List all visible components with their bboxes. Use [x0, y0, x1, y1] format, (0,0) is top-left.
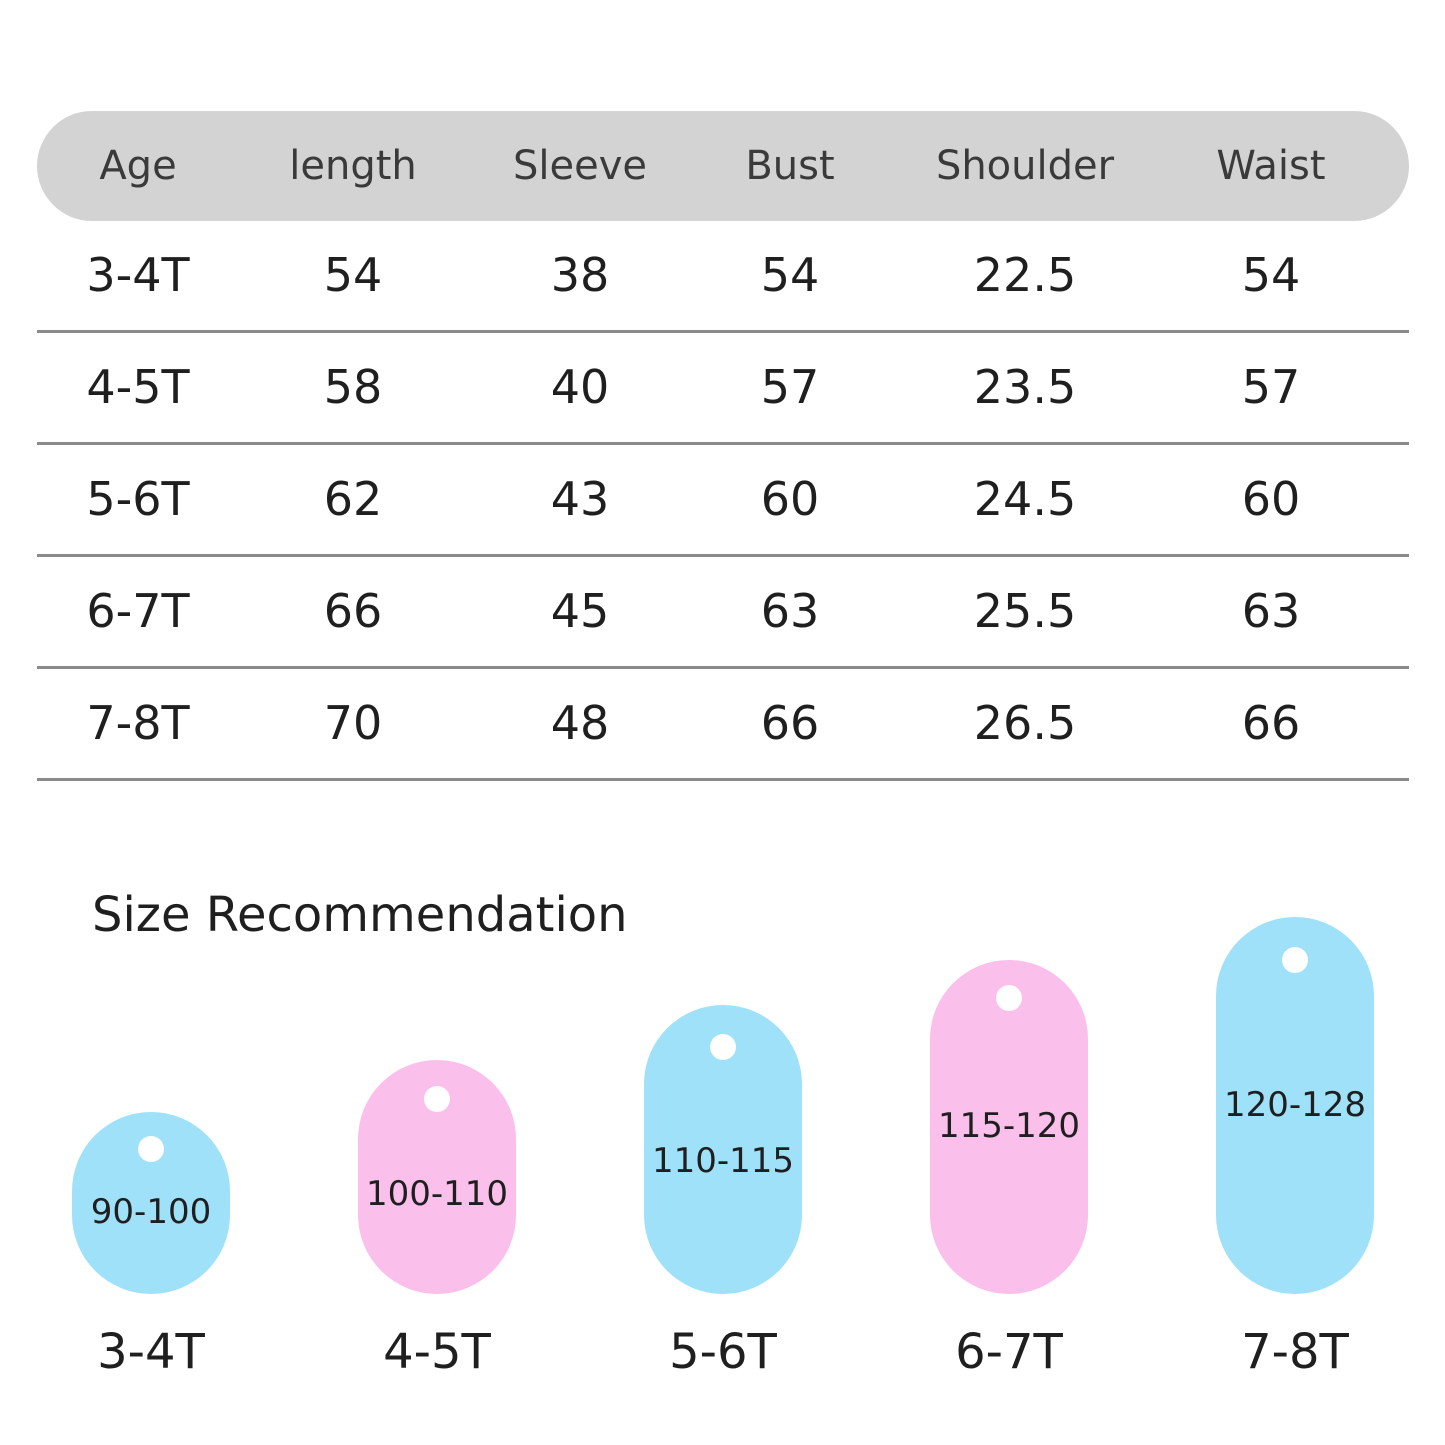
cell-age: 4-5T [86, 360, 190, 414]
header-waist: Waist [1216, 143, 1326, 189]
tag-height-range: 120-128 [1223, 1085, 1367, 1125]
cell-waist: 57 [1241, 360, 1301, 414]
tag-hole-icon [138, 1136, 164, 1162]
header-bust: Bust [745, 143, 835, 189]
tag-hole-icon [1282, 947, 1308, 973]
cell-age: 7-8T [86, 696, 190, 750]
cell-sleeve: 40 [550, 360, 610, 414]
cell-sleeve: 43 [550, 472, 610, 526]
cell-waist: 60 [1241, 472, 1301, 526]
size-chart-table: Age length Sleeve Bust Shoulder Waist 3-… [37, 111, 1409, 781]
header-age: Age [99, 143, 177, 189]
size-tag: 120-128 [1216, 917, 1374, 1294]
cell-bust: 57 [760, 360, 820, 414]
cell-bust: 66 [760, 696, 820, 750]
tag-hole-icon [710, 1034, 736, 1060]
cell-length: 70 [323, 696, 383, 750]
cell-waist: 63 [1241, 584, 1301, 638]
table-row: 6-7T 66 45 63 25.5 63 [37, 557, 1409, 669]
table-row: 3-4T 54 38 54 22.5 54 [37, 221, 1409, 333]
cell-bust: 63 [760, 584, 820, 638]
size-tag: 115-120 [930, 960, 1088, 1294]
tag-height-range: 90-100 [90, 1192, 212, 1232]
tag-height-range: 115-120 [937, 1106, 1081, 1146]
cell-age: 6-7T [86, 584, 190, 638]
header-shoulder: Shoulder [935, 143, 1115, 189]
cell-shoulder: 26.5 [973, 696, 1077, 750]
cell-shoulder: 23.5 [973, 360, 1077, 414]
cell-shoulder: 25.5 [973, 584, 1077, 638]
cell-shoulder: 24.5 [973, 472, 1077, 526]
tag-age-label: 4-5T [383, 1324, 491, 1380]
tag-height-range: 110-115 [651, 1141, 795, 1181]
cell-age: 5-6T [86, 472, 190, 526]
tag-age-label: 6-7T [955, 1324, 1063, 1380]
cell-sleeve: 38 [550, 248, 610, 302]
size-recommendation-title: Size Recommendation [92, 887, 628, 943]
table-row: 4-5T 58 40 57 23.5 57 [37, 333, 1409, 445]
tag-hole-icon [424, 1086, 450, 1112]
tag-age-label: 7-8T [1241, 1324, 1349, 1380]
cell-bust: 60 [760, 472, 820, 526]
table-header: Age length Sleeve Bust Shoulder Waist [37, 111, 1409, 221]
table-row: 7-8T 70 48 66 26.5 66 [37, 669, 1409, 781]
cell-waist: 54 [1241, 248, 1301, 302]
tag-age-label: 3-4T [97, 1324, 205, 1380]
tag-height-range: 100-110 [365, 1174, 509, 1214]
tag-hole-icon [996, 985, 1022, 1011]
cell-length: 58 [323, 360, 383, 414]
table-row: 5-6T 62 43 60 24.5 60 [37, 445, 1409, 557]
cell-length: 54 [323, 248, 383, 302]
cell-sleeve: 45 [550, 584, 610, 638]
tag-age-label: 5-6T [669, 1324, 777, 1380]
cell-waist: 66 [1241, 696, 1301, 750]
cell-shoulder: 22.5 [973, 248, 1077, 302]
cell-sleeve: 48 [550, 696, 610, 750]
cell-bust: 54 [760, 248, 820, 302]
cell-length: 66 [323, 584, 383, 638]
header-sleeve: Sleeve [512, 143, 648, 189]
size-tag: 100-110 [358, 1060, 516, 1294]
header-length: length [289, 143, 417, 189]
size-tag: 110-115 [644, 1005, 802, 1294]
cell-length: 62 [323, 472, 383, 526]
size-tag: 90-100 [72, 1112, 230, 1294]
cell-age: 3-4T [86, 248, 190, 302]
